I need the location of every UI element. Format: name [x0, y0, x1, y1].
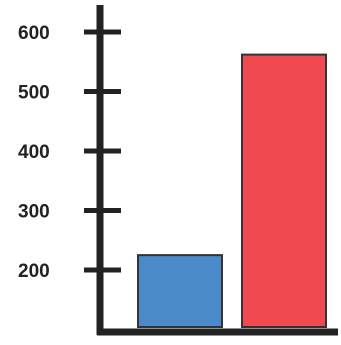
y-tick-label: 600	[18, 23, 50, 44]
y-tick-label: 200	[18, 261, 50, 282]
y-tick-label: 400	[18, 142, 50, 163]
y-tick-label: 300	[18, 202, 50, 223]
y-tick-label: 500	[18, 83, 50, 104]
bars	[137, 53, 327, 329]
bar-1	[137, 254, 223, 328]
bar-2	[241, 53, 327, 329]
y-axis-ticks: 200 300 400 500 600	[18, 23, 121, 282]
